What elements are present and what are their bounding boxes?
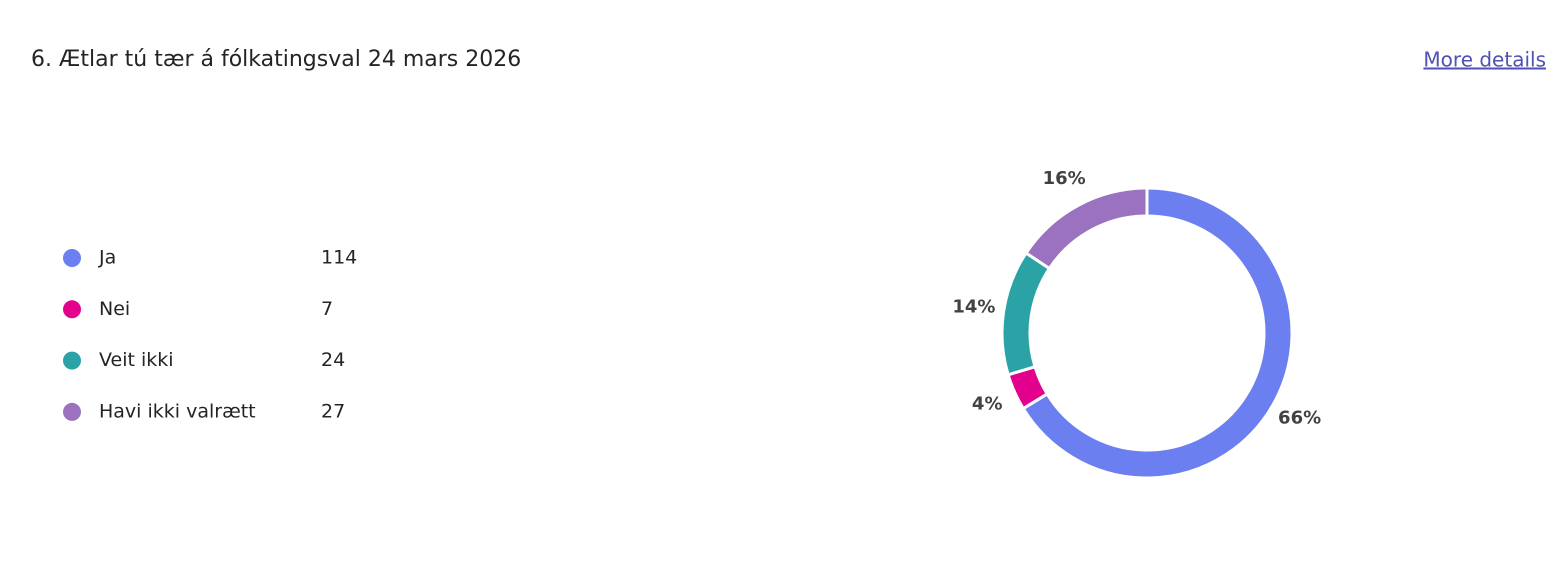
- percent-label: 14%: [952, 297, 995, 318]
- legend-count: 27: [321, 400, 345, 422]
- percent-label: 16%: [1043, 168, 1086, 189]
- chart-title: 6. Ætlar tú tær á fólkatingsval 24 mars …: [31, 47, 521, 72]
- legend-dot: [63, 300, 81, 319]
- donut-segment: [1023, 186, 1149, 271]
- legend-dot: [63, 249, 81, 267]
- legend-label: Havi ikki valrætt: [99, 400, 256, 422]
- percent-label: 4%: [972, 393, 1003, 414]
- legend-count: 24: [321, 349, 345, 371]
- legend-dot: [63, 351, 81, 370]
- legend-label: Veit ikki: [99, 349, 174, 371]
- legend-count: 7: [321, 298, 333, 320]
- percent-label: 66%: [1278, 408, 1321, 429]
- more-details-link[interactable]: More details: [1423, 48, 1546, 72]
- donut-segment: [1021, 186, 1294, 480]
- legend-count: 114: [321, 247, 357, 269]
- legend-label: Ja: [98, 247, 116, 269]
- legend-label: Nei: [99, 298, 130, 320]
- legend-dot: [63, 402, 81, 421]
